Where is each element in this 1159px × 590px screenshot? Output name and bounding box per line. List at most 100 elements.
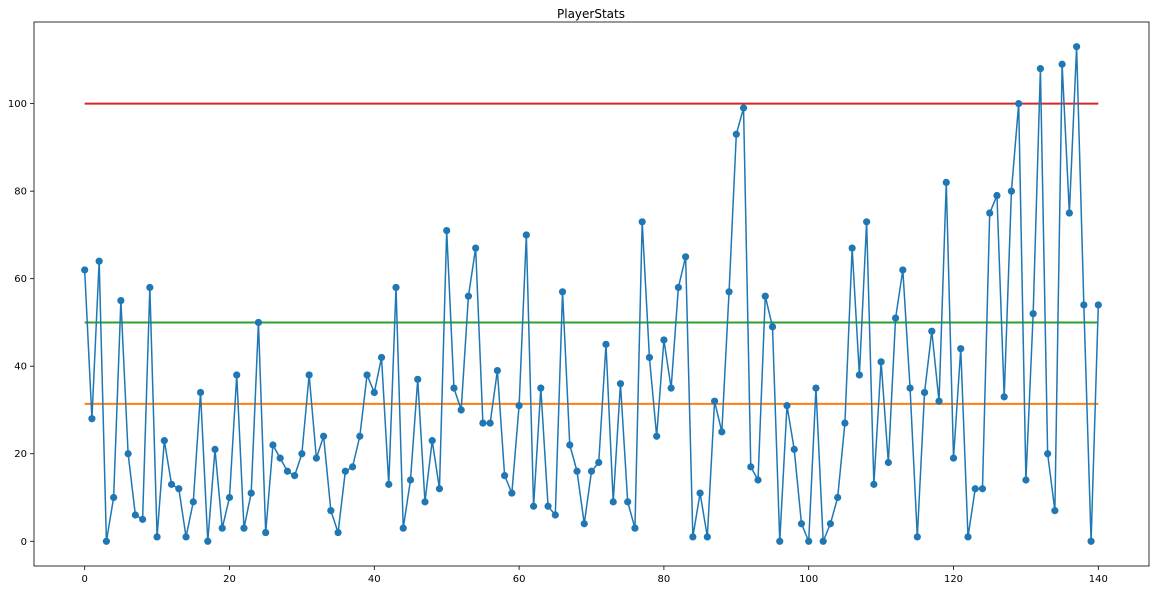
data-point	[841, 419, 849, 427]
series-line	[83, 45, 1100, 543]
data-point	[696, 489, 704, 497]
data-point	[725, 288, 733, 296]
data-point	[1080, 301, 1088, 309]
data-point	[167, 480, 176, 488]
reference-lines	[84, 102, 1099, 405]
data-point	[472, 244, 480, 252]
data-point	[102, 537, 111, 545]
data-point	[493, 366, 501, 375]
data-point	[906, 384, 914, 392]
data-point	[175, 485, 183, 493]
data-point	[920, 388, 929, 397]
x-axis-ticks: 0 20 40 60 80 100 120 140	[81, 566, 1108, 585]
y-tick-label: 60	[14, 274, 27, 285]
chart-title: PlayerStats	[557, 7, 625, 21]
y-axis-ticks: 0 20 40 60 80 100	[8, 99, 34, 548]
data-point	[826, 520, 835, 528]
data-point	[421, 498, 429, 506]
y-tick-label: 20	[14, 449, 27, 460]
data-point	[805, 537, 813, 545]
data-point	[334, 528, 342, 537]
data-point	[768, 323, 777, 331]
data-point	[88, 415, 96, 423]
data-point	[348, 463, 357, 471]
data-point	[276, 454, 284, 462]
data-point	[863, 218, 871, 226]
data-point	[978, 485, 987, 493]
data-point	[363, 371, 371, 379]
data-point	[761, 292, 769, 300]
data-point	[899, 266, 907, 274]
y-tick-label: 80	[14, 187, 27, 198]
data-point	[479, 419, 487, 427]
data-point	[551, 511, 559, 519]
data-point	[450, 384, 458, 392]
data-point	[131, 511, 139, 519]
data-point	[218, 524, 226, 532]
data-point	[1007, 187, 1016, 195]
data-point	[377, 353, 386, 362]
data-point	[624, 498, 632, 506]
data-point	[674, 283, 682, 292]
data-point	[689, 533, 697, 541]
data-point	[95, 257, 103, 265]
data-point	[428, 437, 436, 445]
data-point	[537, 384, 545, 392]
data-point	[486, 419, 494, 427]
data-point	[790, 445, 798, 453]
data-point	[356, 432, 364, 440]
data-point	[971, 485, 979, 493]
data-point	[754, 476, 762, 484]
data-point	[667, 384, 675, 392]
data-point	[710, 397, 719, 405]
data-point	[211, 445, 219, 453]
data-point	[146, 283, 154, 292]
data-point	[718, 428, 726, 436]
data-point	[81, 266, 89, 274]
data-point	[464, 292, 473, 300]
data-point	[739, 104, 748, 112]
data-point	[891, 314, 900, 322]
data-point	[544, 502, 552, 510]
data-point	[1022, 476, 1030, 484]
data-point	[870, 480, 878, 488]
data-point	[1015, 100, 1023, 108]
data-point	[812, 384, 820, 392]
data-point	[1000, 393, 1008, 401]
x-tick-label: 40	[368, 574, 381, 585]
data-point	[153, 533, 161, 541]
data-point	[631, 524, 639, 532]
data-point	[124, 450, 132, 458]
data-point	[819, 537, 827, 545]
data-point	[928, 327, 936, 335]
data-point	[957, 345, 965, 353]
data-point	[942, 178, 950, 186]
data-point	[1029, 310, 1037, 318]
data-point	[298, 450, 306, 458]
data-point	[522, 231, 530, 239]
data-point	[848, 244, 856, 252]
data-point	[110, 493, 118, 502]
data-point	[233, 371, 241, 379]
x-tick-label: 100	[799, 574, 818, 585]
data-point	[573, 467, 581, 475]
x-tick-label: 140	[1089, 574, 1108, 585]
data-point	[638, 218, 646, 226]
data-point	[262, 528, 270, 537]
data-point	[254, 318, 263, 327]
data-point	[204, 537, 212, 545]
data-point	[653, 432, 661, 440]
data-point	[312, 454, 320, 462]
data-point	[240, 524, 248, 532]
data-point	[370, 388, 378, 397]
data-point	[682, 253, 690, 261]
data-point	[797, 520, 806, 528]
data-point	[196, 388, 205, 397]
data-point	[587, 467, 596, 475]
data-point	[327, 507, 335, 515]
data-point	[1058, 60, 1066, 68]
data-point	[406, 476, 415, 484]
data-point	[855, 371, 863, 379]
data-point	[283, 467, 292, 475]
